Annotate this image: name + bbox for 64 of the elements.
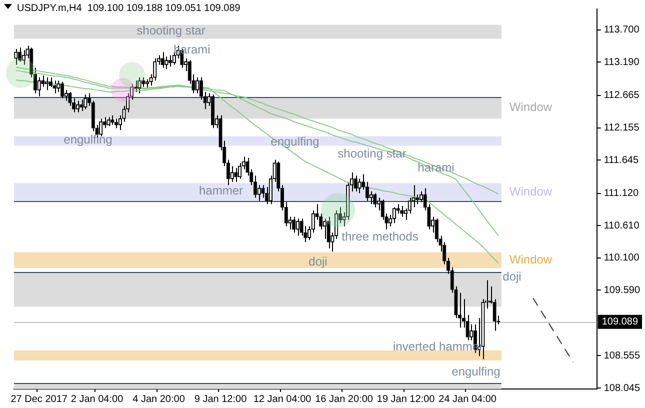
candlestick <box>238 162 242 180</box>
candlestick <box>138 76 142 94</box>
candlestick <box>37 76 41 97</box>
candlestick <box>141 76 146 88</box>
band-label: Window <box>509 252 552 266</box>
x-tick-label: 2 Jan 04:00 <box>70 394 124 405</box>
candlestick <box>400 205 404 218</box>
candlestick <box>164 56 168 70</box>
candlestick <box>369 190 373 205</box>
x-tick-label: 27 Dec 2017 <box>10 394 68 405</box>
candlestick <box>358 178 362 194</box>
candlestick <box>434 218 438 243</box>
annotation: doji <box>308 254 328 268</box>
ref-line-label: 109.089 <box>602 316 638 328</box>
candlestick <box>48 76 52 88</box>
y-tick-label: 108.555 <box>604 350 640 362</box>
candlestick <box>110 114 114 126</box>
y-tick-label: 112.155 <box>604 122 640 134</box>
candlestick <box>160 52 164 68</box>
y-tick-label: 110.610 <box>604 220 640 232</box>
y-tick-label: 112.665 <box>604 90 640 102</box>
x-tick-label: 4 Jan 20:00 <box>132 394 186 405</box>
candlestick <box>392 206 396 224</box>
annotation: engulfing <box>452 364 500 378</box>
y-tick-label: 109.590 <box>604 284 640 296</box>
candlestick <box>68 91 72 106</box>
candlestick <box>153 58 157 82</box>
x-tick-label: 9 Jan 12:00 <box>194 394 248 405</box>
candlestick <box>18 47 22 62</box>
candlestick <box>52 80 56 94</box>
candlestick <box>80 99 84 112</box>
candlestick <box>380 199 384 220</box>
candlestick <box>234 167 238 182</box>
chart-title: USDJPY.m,H4 109.100 109.188 109.051 109.089 <box>17 2 241 14</box>
candlestick <box>300 218 304 236</box>
candlestick <box>14 48 18 66</box>
candlestick <box>373 192 377 208</box>
band-label: Window <box>509 184 552 198</box>
candlestick <box>199 76 204 100</box>
y-tick-label: 111.120 <box>604 188 639 200</box>
candlestick <box>230 166 234 182</box>
candlestick <box>419 190 424 203</box>
y-tick-label: 108.045 <box>604 382 640 394</box>
candlestick <box>41 75 45 88</box>
x-tick-label: 24 Jan 04:00 <box>438 394 497 405</box>
annotation: engulfing <box>64 132 112 146</box>
annotation: hammer <box>198 183 244 198</box>
x-tick-label: 19 Jan 12:00 <box>376 394 436 405</box>
text: doji <box>502 269 522 284</box>
annotation: three methods <box>342 229 418 244</box>
candlestick <box>326 216 330 249</box>
y-tick-label: 111.645 <box>604 154 639 166</box>
candlestick <box>257 184 261 202</box>
candlestick <box>134 80 138 92</box>
x-tick-label: 16 Jan 20:00 <box>315 394 374 405</box>
x-tick-label: 12 Jan 04:00 <box>253 394 312 405</box>
candlestick <box>84 94 88 110</box>
candlestick <box>196 76 200 94</box>
band-label: Window <box>509 100 552 114</box>
y-tick-label: 113.700 <box>604 24 640 36</box>
y-tick-label: 113.190 <box>604 56 640 68</box>
candlestick <box>261 184 265 198</box>
y-tick-label: 110.100 <box>604 252 640 264</box>
annotation: shooting star <box>136 23 206 38</box>
